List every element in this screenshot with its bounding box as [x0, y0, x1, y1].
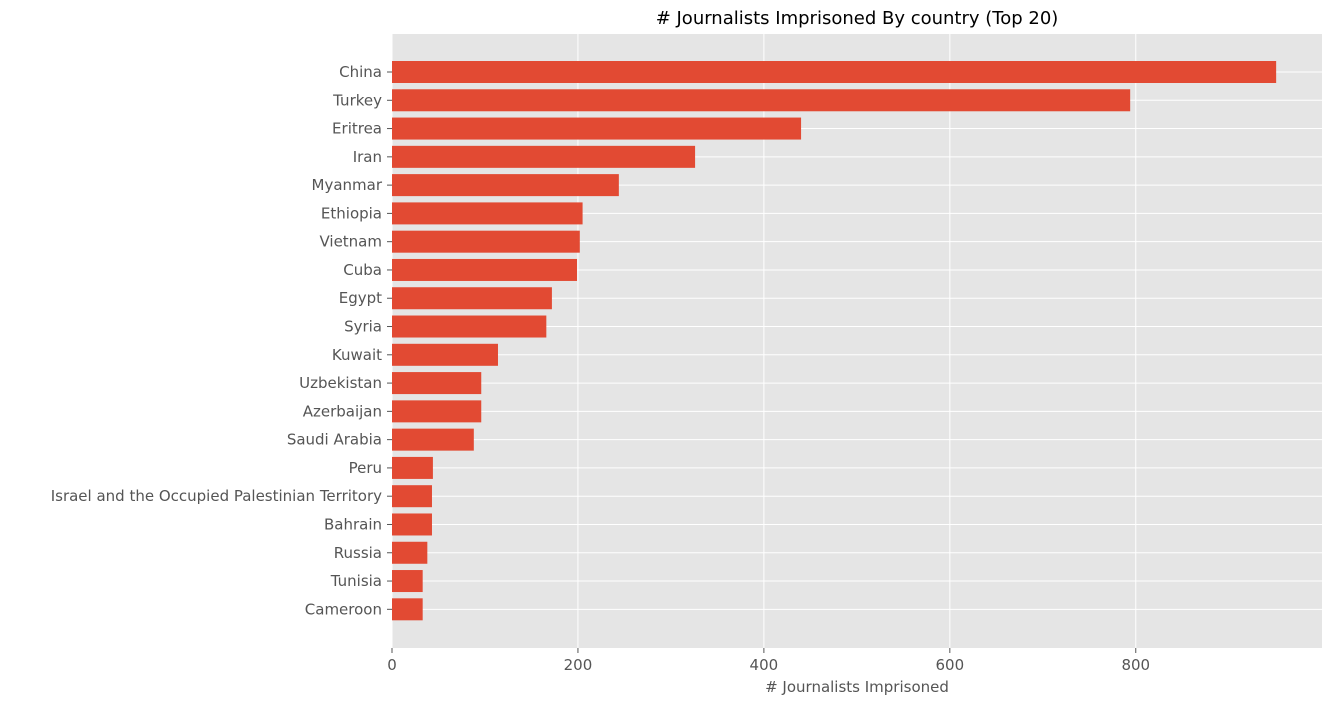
- x-axis-label: # Journalists Imprisoned: [765, 678, 949, 696]
- y-tick-label: Iran: [353, 148, 382, 166]
- bar: [392, 513, 432, 536]
- bar: [392, 89, 1131, 112]
- y-tick-labels: China Turkey Eritrea Iran Myanmar Ethiopia Vie…: [51, 63, 392, 618]
- y-tick-label: Myanmar: [312, 176, 383, 194]
- y-tick-label: Eritrea: [332, 120, 382, 138]
- bar: [392, 343, 498, 366]
- x-tick-label: 0: [387, 656, 397, 674]
- chart-title: # Journalists Imprisoned By country (Top…: [656, 8, 1059, 29]
- y-tick-label: Azerbaijan: [303, 402, 382, 420]
- y-tick-label: Turkey: [332, 91, 382, 109]
- y-tick-label: Ethiopia: [321, 204, 382, 222]
- bar: [392, 598, 423, 621]
- bar: [392, 541, 428, 564]
- bar: [392, 372, 482, 395]
- y-tick-label: Cameroon: [305, 600, 382, 618]
- x-tick-label: 800: [1121, 656, 1150, 674]
- bar: [392, 485, 432, 508]
- y-tick-label: China: [339, 63, 382, 81]
- bar: [392, 145, 696, 168]
- y-tick-label: Bahrain: [324, 515, 382, 533]
- bar: [392, 230, 580, 253]
- y-tick-label: Peru: [349, 459, 382, 477]
- bar: [392, 456, 433, 479]
- y-tick-label: Saudi Arabia: [287, 431, 382, 449]
- bars: [392, 61, 1277, 621]
- bar: [392, 570, 423, 593]
- bar: [392, 61, 1277, 83]
- bar: [392, 258, 578, 281]
- bar: [392, 315, 547, 338]
- x-tick-labels: 0 200 400 600 800: [387, 656, 1150, 674]
- y-tick-label: Russia: [334, 544, 382, 562]
- y-tick-label: Tunisia: [330, 572, 382, 590]
- y-tick-label: Egypt: [339, 289, 382, 307]
- y-tick-label: Cuba: [343, 261, 382, 279]
- bar: [392, 287, 552, 310]
- bar: [392, 174, 619, 197]
- y-tick-label: Uzbekistan: [299, 374, 382, 392]
- x-tick-label: 600: [935, 656, 964, 674]
- bar: [392, 428, 474, 451]
- y-tick-label: Kuwait: [332, 346, 382, 364]
- bar: [392, 400, 482, 423]
- x-tick-label: 400: [750, 656, 779, 674]
- x-tick-label: 200: [564, 656, 593, 674]
- y-tick-label: Israel and the Occupied Palestinian Terr…: [51, 487, 382, 505]
- y-tick-label: Syria: [344, 318, 382, 336]
- y-tick-label: Vietnam: [319, 233, 382, 251]
- bar: [392, 202, 583, 225]
- bar: [392, 117, 802, 140]
